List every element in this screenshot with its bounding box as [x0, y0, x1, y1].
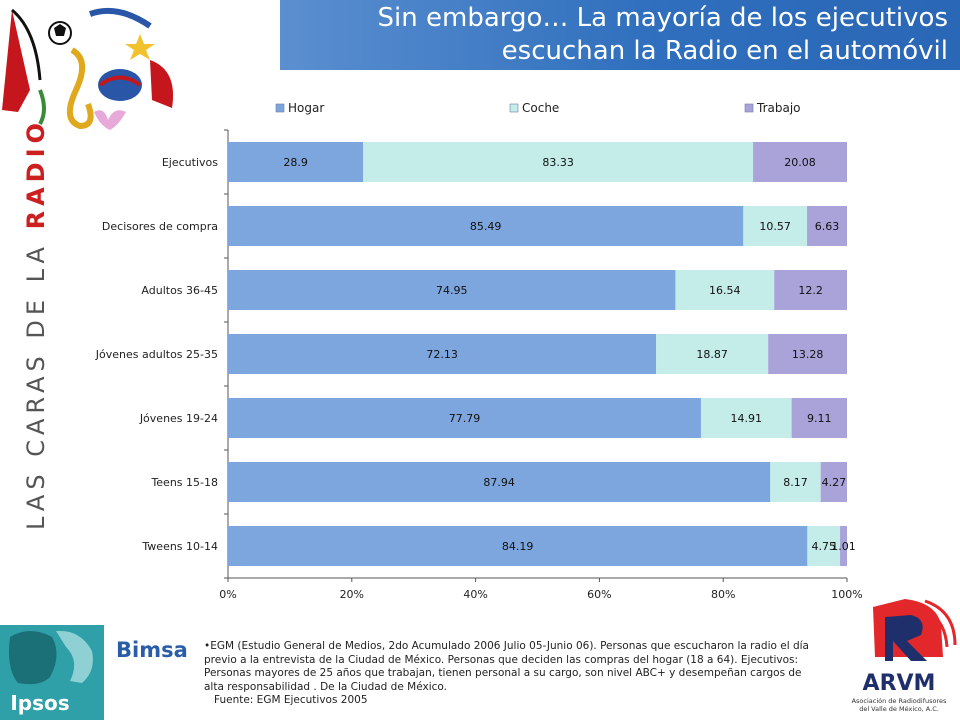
- bar-trabajo-teens-15-18: [820, 462, 847, 502]
- data-label-hogar-ejecutivos: 28.9: [283, 156, 308, 169]
- bar-coche-tweens-10-14: [807, 526, 841, 566]
- data-label-trabajo-jovenes-19-24: 9.11: [807, 412, 832, 425]
- x-tick-label: 0%: [219, 588, 236, 601]
- legend-swatch-coche: [509, 103, 519, 113]
- arvm-tagline-1: Asociación de Radiodifusores: [852, 697, 947, 705]
- x-tick-label: 60%: [587, 588, 611, 601]
- bar-coche-decisores-de-compra: [743, 206, 808, 246]
- x-tick-label: 20%: [340, 588, 364, 601]
- data-label-hogar-adultos-36-45: 74.95: [436, 284, 468, 297]
- data-label-coche-jovenes-19-24: 14.91: [731, 412, 763, 425]
- legend-label-hogar: Hogar: [288, 101, 324, 115]
- legend-swatch-trabajo: [744, 103, 754, 113]
- slide-title: Sin embargo… La mayoría de los ejecutivo…: [288, 2, 948, 68]
- bar-coche-ejecutivos: [363, 142, 754, 182]
- stacked-bar-chart: Hogar Coche Trabajo 0% 20% 40% 60% 80% 100% Ejecu…: [95, 101, 863, 601]
- data-label-hogar-tweens-10-14: 84.19: [502, 540, 534, 553]
- bar-hogar-ejecutivos: [228, 142, 364, 182]
- ipsos-wordmark: Ipsos: [10, 691, 69, 715]
- radio-faces-logo: [0, 0, 200, 150]
- data-label-hogar-jovenes-19-24: 77.79: [449, 412, 481, 425]
- legend-label-trabajo: Trabajo: [756, 101, 801, 115]
- arvm-tagline-2: del Valle de México, A.C.: [859, 705, 939, 713]
- bar-hogar-jovenes-19-24: [228, 398, 701, 438]
- red-shoe-right-icon: [150, 60, 174, 108]
- bar-trabajo-ejecutivos: [753, 142, 847, 182]
- data-label-trabajo-teens-15-18: 4.27: [822, 476, 847, 489]
- bar-trabajo-adultos-36-45: [774, 270, 847, 310]
- slide-title-line-2: escuchan la Radio en el automóvil: [501, 36, 948, 66]
- x-tick-label: 40%: [463, 588, 487, 601]
- category-label-adultos-36-45: Adultos 36-45: [141, 284, 218, 297]
- blue-swoosh-icon: [88, 7, 152, 29]
- bar-trabajo-jovenes-adultos-25-35: [768, 334, 847, 374]
- butterfly-icon: [94, 110, 126, 130]
- bar-trabajo-jovenes-19-24: [791, 398, 847, 438]
- bar-coche-jovenes-adultos-25-35: [656, 334, 769, 374]
- category-label-teens-15-18: Teens 15-18: [150, 476, 218, 489]
- x-tick-label: 80%: [711, 588, 735, 601]
- data-label-coche-decisores-de-compra: 10.57: [759, 220, 791, 233]
- data-label-coche-tweens-10-14: 4.75: [811, 540, 836, 553]
- bar-trabajo-tweens-10-14: [840, 526, 847, 566]
- ipsos-bimsa-logo: Ipsos Bimsa: [0, 625, 200, 720]
- footnote-source: Fuente: EGM Ejecutivos 2005: [214, 694, 368, 707]
- legend-label-coche: Coche: [522, 101, 559, 115]
- bar-coche-teens-15-18: [770, 462, 821, 502]
- bar-coche-jovenes-19-24: [700, 398, 792, 438]
- bimsa-wordmark: Bimsa: [116, 638, 188, 662]
- x-tick-label: 100%: [831, 588, 862, 601]
- data-label-coche-ejecutivos: 83.33: [542, 156, 574, 169]
- category-label-decisores-de-compra: Decisores de compra: [102, 220, 218, 233]
- data-label-trabajo-tweens-10-14: 1.01: [831, 540, 856, 553]
- data-label-coche-jovenes-adultos-25-35: 18.87: [696, 348, 728, 361]
- category-label-ejecutivos: Ejecutivos: [162, 156, 218, 169]
- arvm-wordmark: ARVM: [863, 671, 936, 696]
- footnote-text: EGM (Estudio General de Medios, 2do Acum…: [204, 640, 809, 693]
- data-label-trabajo-decisores-de-compra: 6.63: [815, 220, 840, 233]
- footnote-bullet: •: [204, 640, 211, 652]
- category-label-tweens-10-14: Tweens 10-14: [141, 540, 218, 553]
- category-label-jovenes-adultos-25-35: Jóvenes adultos 25-35: [95, 348, 218, 361]
- data-label-hogar-teens-15-18: 87.94: [483, 476, 515, 489]
- data-label-hogar-decisores-de-compra: 85.49: [470, 220, 502, 233]
- arvm-logo: ARVM Asociación de Radiodifusores del Va…: [845, 595, 960, 720]
- ipsos-face-icon: [9, 631, 57, 685]
- star-icon: [125, 34, 155, 60]
- title-banner: Sin embargo… La mayoría de los ejecutivo…: [280, 0, 960, 70]
- data-label-coche-teens-15-18: 8.17: [783, 476, 808, 489]
- bar-hogar-adultos-36-45: [228, 270, 676, 310]
- data-label-trabajo-adultos-36-45: 12.2: [798, 284, 823, 297]
- ball-icon: [98, 69, 142, 101]
- treble-clef-icon: [67, 47, 94, 130]
- bar-hogar-teens-15-18: [228, 462, 771, 502]
- bar-coche-adultos-36-45: [675, 270, 775, 310]
- bar-hogar-jovenes-adultos-25-35: [228, 334, 657, 374]
- red-shoe-left-icon: [2, 10, 30, 112]
- bar-hogar-decisores-de-compra: [228, 206, 744, 246]
- data-label-coche-adultos-36-45: 16.54: [709, 284, 741, 297]
- data-label-trabajo-ejecutivos: 20.08: [784, 156, 816, 169]
- data-label-trabajo-jovenes-adultos-25-35: 13.28: [792, 348, 824, 361]
- data-label-hogar-jovenes-adultos-25-35: 72.13: [426, 348, 458, 361]
- slide-title-line-1: Sin embargo… La mayoría de los ejecutivo…: [377, 3, 948, 33]
- bar-trabajo-decisores-de-compra: [807, 206, 847, 246]
- category-label-jovenes-19-24: Jóvenes 19-24: [139, 412, 218, 425]
- bar-hogar-tweens-10-14: [228, 526, 808, 566]
- legend-swatch-hogar: [275, 103, 285, 113]
- footnote: •EGM (Estudio General de Medios, 2do Acu…: [204, 640, 819, 708]
